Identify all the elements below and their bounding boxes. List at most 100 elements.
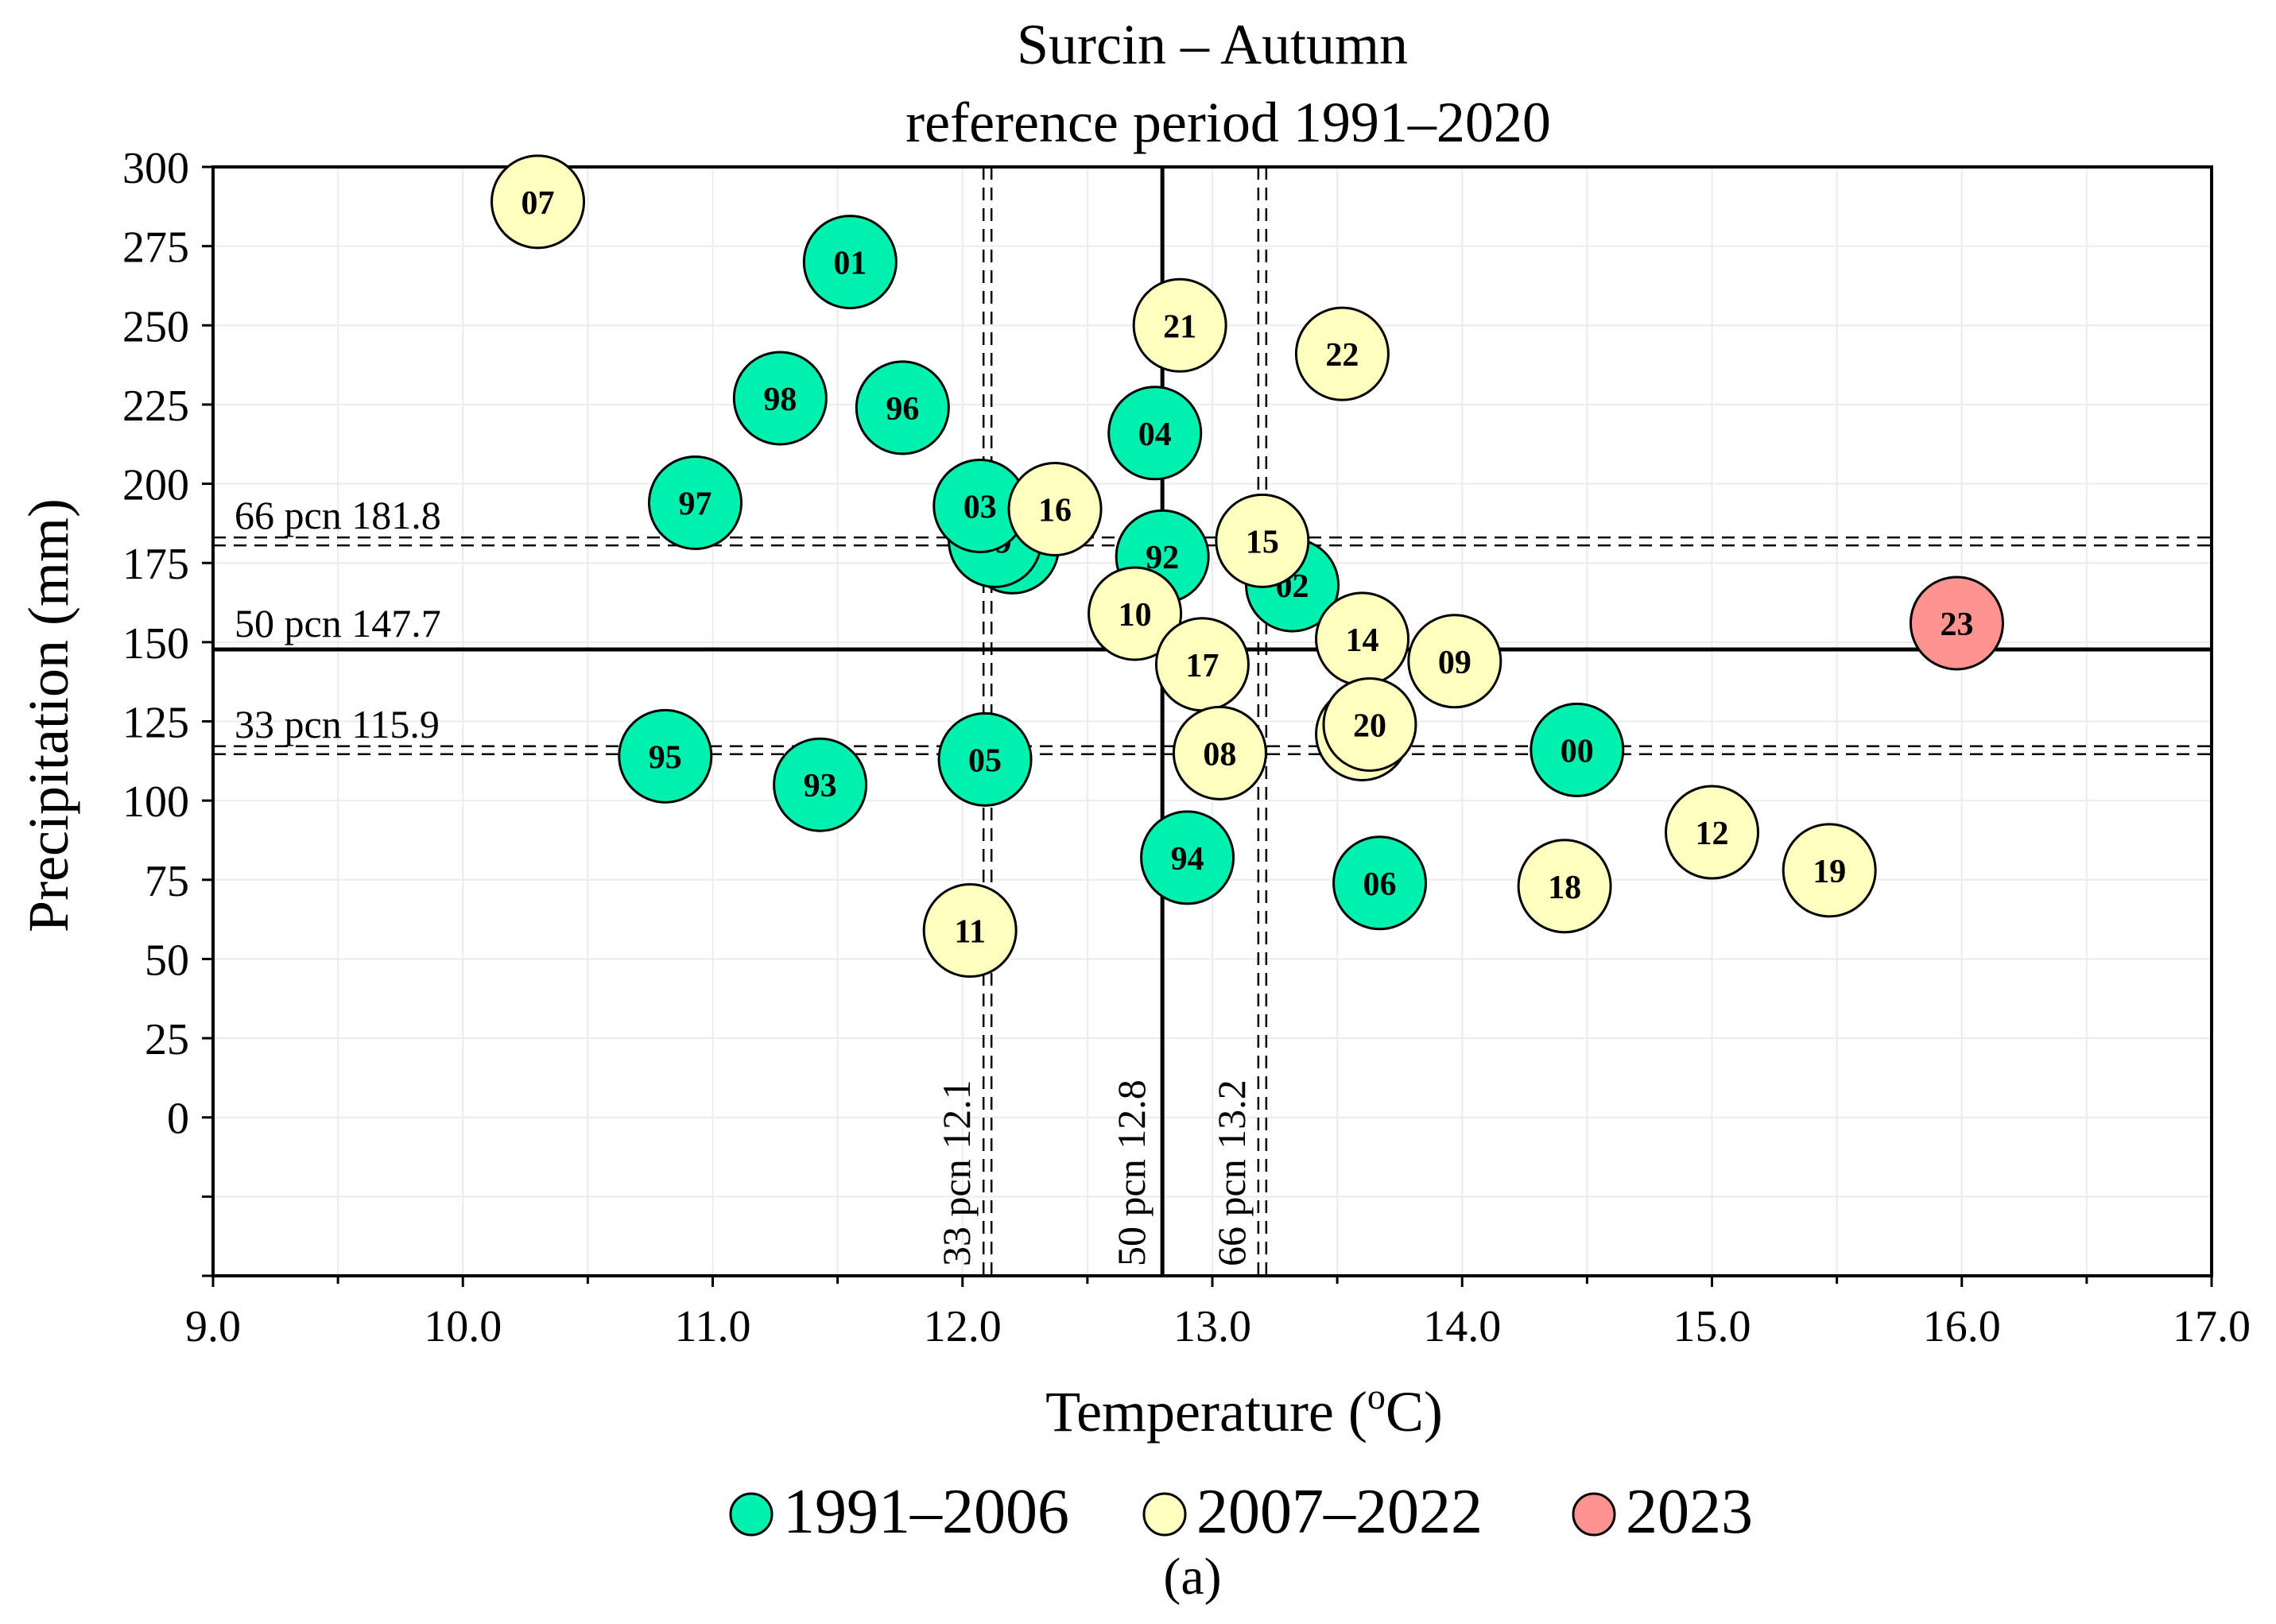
data-point-marker <box>1140 810 1235 905</box>
data-point-marker <box>1172 705 1267 800</box>
x-tick-label: 13.0 <box>1173 1302 1251 1351</box>
data-point-97: 97 <box>648 455 743 550</box>
data-point-marker <box>773 737 868 832</box>
data-point-marker <box>1322 676 1417 772</box>
legend: 1991–2006 2007–2022 2023 <box>729 1477 1753 1547</box>
legend-marker <box>729 1492 774 1537</box>
y-tick-label: 250 <box>122 302 189 351</box>
data-point-04: 04 <box>1107 386 1203 481</box>
y-tick-label: 75 <box>145 857 189 906</box>
y-tick-label: 200 <box>122 461 189 510</box>
y-tick-label: 225 <box>122 382 189 431</box>
data-point-17: 17 <box>1154 617 1250 712</box>
data-point-label: 10 <box>1119 597 1152 634</box>
data-point-11: 11 <box>922 883 1018 979</box>
percentile-label-horizontal: 50 pcn 147.7 <box>235 601 441 645</box>
data-point-marker <box>802 215 898 310</box>
data-point-marker <box>618 708 713 804</box>
x-tick-label: 15.0 <box>1673 1302 1751 1351</box>
data-point-label: 06 <box>1363 866 1397 903</box>
data-point-marker <box>1909 576 2004 671</box>
y-tick-label: 0 <box>167 1095 189 1144</box>
legend-marker <box>1572 1492 1616 1537</box>
data-point-19: 19 <box>1782 823 1877 918</box>
data-point-label: 01 <box>833 246 867 282</box>
x-tick-label: 17.0 <box>2173 1302 2251 1351</box>
data-point-marker <box>1088 566 1183 661</box>
data-point-21: 21 <box>1132 277 1227 373</box>
data-point-94: 94 <box>1140 810 1235 905</box>
y-axis-label: Precipitation (mm) <box>17 498 80 932</box>
y-tick-label: 275 <box>122 223 189 273</box>
y-tick-label: 50 <box>145 936 189 985</box>
data-point-marker <box>1782 823 1877 918</box>
data-point-marker <box>1132 277 1227 373</box>
data-point-12: 12 <box>1665 785 1759 880</box>
y-tick-label: 300 <box>122 144 189 193</box>
data-point-10: 10 <box>1088 566 1183 661</box>
data-point-label: 14 <box>1346 622 1379 659</box>
data-point-95: 95 <box>618 708 713 804</box>
percentile-label-horizontal: 33 pcn 115.9 <box>235 702 440 746</box>
legend-marker <box>1142 1492 1187 1537</box>
chart-subtitle: reference period 1991–2020 <box>905 91 1551 154</box>
data-point-marker <box>1530 702 1625 797</box>
data-point-marker <box>1007 461 1103 556</box>
data-point-label: 03 <box>964 489 997 525</box>
data-point-marker <box>732 351 828 446</box>
chart-title: Surcin – Autumn <box>1017 13 1408 76</box>
y-tick-label: 100 <box>122 777 189 827</box>
percentile-label-vertical: 50 pcn 12.8 <box>1109 1079 1154 1266</box>
data-point-00: 00 <box>1530 702 1625 797</box>
data-points: 9199030198969704920295930594060007212216… <box>490 154 2004 979</box>
data-point-label: 11 <box>954 914 986 951</box>
data-point-marker <box>648 455 743 550</box>
y-tick-label: 125 <box>122 699 189 748</box>
data-point-96: 96 <box>855 360 950 455</box>
y-tick-label: 25 <box>145 1015 189 1064</box>
data-point-marker <box>490 154 586 250</box>
data-point-label: 17 <box>1185 648 1219 684</box>
data-point-18: 18 <box>1517 839 1612 934</box>
data-point-label: 16 <box>1038 492 1072 529</box>
data-point-marker <box>922 883 1018 979</box>
data-point-label: 12 <box>1696 816 1729 852</box>
x-axis-label-superscript: o <box>1367 1376 1386 1417</box>
data-point-label: 96 <box>886 391 919 428</box>
data-point-label: 07 <box>522 185 555 222</box>
x-axis-label-end: C) <box>1386 1380 1443 1444</box>
data-point-label: 05 <box>968 742 1002 779</box>
x-tick-label: 9.0 <box>185 1302 241 1351</box>
data-point-15: 15 <box>1215 493 1310 588</box>
data-point-marker <box>1332 835 1428 931</box>
data-point-label: 20 <box>1353 707 1386 744</box>
data-point-label: 97 <box>679 486 712 522</box>
percentile-label-vertical: 66 pcn 13.2 <box>1209 1079 1254 1266</box>
data-point-label: 23 <box>1940 607 1973 643</box>
percentile-label-horizontal: 66 pcn 181.8 <box>235 493 441 537</box>
legend-label: 2007–2022 <box>1196 1477 1483 1547</box>
data-point-label: 00 <box>1561 733 1594 769</box>
x-tick-label: 14.0 <box>1423 1302 1501 1351</box>
data-point-label: 19 <box>1813 854 1846 890</box>
data-point-label: 95 <box>649 739 682 776</box>
data-point-label: 94 <box>1171 841 1204 878</box>
data-point-label: 98 <box>763 382 797 418</box>
data-point-label: 21 <box>1163 308 1196 345</box>
data-point-label: 04 <box>1138 417 1172 453</box>
axis-ticks: 9.0 10.0 11.0 12.0 13.0 14.0 15.0 16.0 17.0 0 25 50… <box>122 144 2251 1351</box>
percentile-label-vertical: 33 pcn 12.1 <box>934 1079 979 1266</box>
data-point-label: 09 <box>1438 645 1471 681</box>
data-point-08: 08 <box>1172 705 1267 800</box>
y-tick-label: 175 <box>122 540 189 589</box>
data-point-label: 22 <box>1325 337 1359 374</box>
data-point-09: 09 <box>1407 614 1502 709</box>
data-point-01: 01 <box>802 215 898 310</box>
data-point-20: 20 <box>1322 676 1417 772</box>
y-tick-label: 150 <box>122 619 189 669</box>
data-point-marker <box>1665 785 1759 880</box>
data-point-05: 05 <box>937 711 1033 807</box>
data-point-14: 14 <box>1315 591 1410 687</box>
